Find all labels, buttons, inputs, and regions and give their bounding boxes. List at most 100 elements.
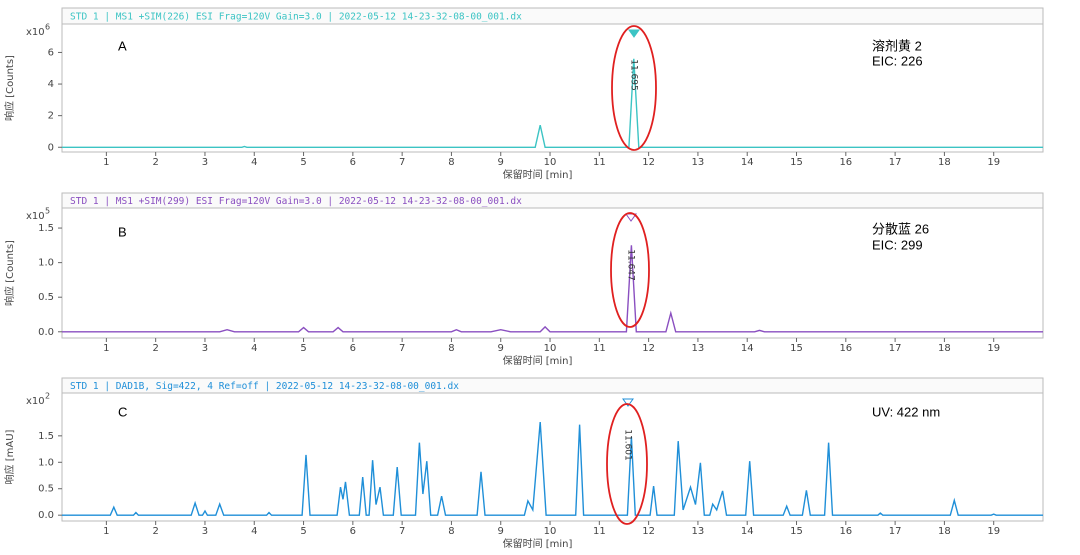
x-tick-label: 13	[692, 526, 705, 537]
y-tick-label: 1.5	[38, 431, 54, 442]
x-tick-label: 1	[103, 157, 109, 168]
x-tick-label: 3	[202, 526, 208, 537]
header-text: STD 1 | DAD1B, Sig=422, 4 Ref=off | 2022…	[70, 381, 459, 392]
annotation: EIC: 299	[872, 237, 923, 252]
x-tick-label: 17	[889, 343, 902, 354]
x-tick-label: 18	[938, 526, 951, 537]
x-tick-label: 16	[839, 157, 852, 168]
x-tick-label: 1	[103, 526, 109, 537]
y-scale-label: x10	[26, 211, 45, 222]
x-tick-label: 13	[692, 343, 705, 354]
y-tick-label: 1.0	[38, 457, 54, 468]
trace	[62, 422, 1043, 516]
x-tick-label: 14	[741, 526, 754, 537]
y-tick-label: 4	[48, 79, 54, 90]
x-tick-label: 16	[839, 526, 852, 537]
header-text: STD 1 | MS1 +SIM(226) ESI Frag=120V Gain…	[70, 12, 522, 23]
y-tick-label: 6	[48, 47, 54, 58]
annotation: 溶剂黄 2	[872, 38, 922, 53]
peak-marker	[628, 29, 640, 38]
peak-label: 11.647	[626, 249, 636, 281]
x-tick-label: 17	[889, 157, 902, 168]
y-tick-label: 0	[48, 142, 54, 153]
x-tick-label: 11	[593, 526, 606, 537]
x-tick-label: 7	[399, 157, 405, 168]
x-axis-label: 保留时间 [min]	[503, 537, 573, 550]
y-axis-label: 响应 [Counts]	[3, 55, 16, 121]
peak-label: 11.601	[623, 429, 633, 461]
header-text: STD 1 | MS1 +SIM(299) ESI Frag=120V Gain…	[70, 196, 522, 207]
x-tick-label: 10	[544, 157, 557, 168]
x-tick-label: 18	[938, 343, 951, 354]
plot-frame	[61, 392, 1044, 522]
x-tick-label: 2	[152, 343, 158, 354]
x-tick-label: 6	[350, 343, 356, 354]
y-axis-label: 响应 [mAU]	[3, 429, 16, 484]
x-tick-label: 4	[251, 157, 257, 168]
y-scale-power: 6	[45, 23, 50, 32]
y-scale-label: x10	[26, 27, 45, 38]
x-tick-label: 11	[593, 343, 606, 354]
highlight-ellipse	[611, 25, 657, 151]
x-tick-label: 12	[642, 343, 655, 354]
x-tick-label: 1	[103, 343, 109, 354]
x-tick-label: 7	[399, 526, 405, 537]
y-tick-label: 1.0	[38, 258, 54, 269]
x-tick-label: 14	[741, 343, 754, 354]
x-tick-label: 13	[692, 157, 705, 168]
x-tick-label: 9	[498, 526, 504, 537]
x-tick-label: 8	[448, 526, 454, 537]
x-tick-label: 18	[938, 157, 951, 168]
x-tick-label: 4	[251, 526, 257, 537]
x-tick-label: 14	[741, 157, 754, 168]
x-tick-label: 5	[300, 157, 306, 168]
x-tick-label: 15	[790, 526, 803, 537]
x-tick-label: 9	[498, 157, 504, 168]
peak-marker	[622, 398, 634, 407]
x-tick-label: 12	[642, 157, 655, 168]
peak-marker	[625, 213, 637, 222]
x-tick-label: 2	[152, 157, 158, 168]
highlight-ellipse	[610, 212, 650, 328]
x-tick-label: 19	[987, 157, 1000, 168]
x-tick-label: 19	[987, 526, 1000, 537]
y-tick-label: 0.5	[38, 292, 54, 303]
x-tick-label: 2	[152, 526, 158, 537]
x-tick-label: 10	[544, 343, 557, 354]
y-scale-power: 5	[45, 207, 50, 216]
x-tick-label: 7	[399, 343, 405, 354]
x-tick-label: 6	[350, 526, 356, 537]
y-axis-label: 响应 [Counts]	[3, 240, 16, 306]
x-tick-label: 12	[642, 526, 655, 537]
x-tick-label: 19	[987, 343, 1000, 354]
annotation: 分散蓝 26	[872, 221, 929, 236]
x-tick-label: 16	[839, 343, 852, 354]
peak-label: 11.695	[629, 59, 639, 91]
y-tick-label: 0.0	[38, 510, 54, 521]
x-tick-label: 8	[448, 343, 454, 354]
y-scale-label: x10	[26, 396, 45, 407]
x-axis-label: 保留时间 [min]	[503, 354, 573, 367]
x-tick-label: 15	[790, 343, 803, 354]
x-tick-label: 5	[300, 343, 306, 354]
y-scale-power: 2	[45, 392, 50, 401]
plot-frame	[61, 23, 1044, 153]
x-tick-label: 6	[350, 157, 356, 168]
y-tick-label: 1.5	[38, 223, 54, 234]
x-tick-label: 11	[593, 157, 606, 168]
x-tick-label: 3	[202, 343, 208, 354]
x-tick-label: 3	[202, 157, 208, 168]
annotation: EIC: 226	[872, 53, 923, 68]
plot-frame	[61, 207, 1044, 339]
x-tick-label: 17	[889, 526, 902, 537]
annotation: A	[118, 38, 127, 53]
x-tick-label: 8	[448, 157, 454, 168]
x-axis-label: 保留时间 [min]	[503, 168, 573, 181]
highlight-ellipse	[606, 403, 648, 525]
x-tick-label: 4	[251, 343, 257, 354]
x-tick-label: 15	[790, 157, 803, 168]
x-tick-label: 5	[300, 526, 306, 537]
trace	[62, 58, 1043, 148]
x-tick-label: 10	[544, 526, 557, 537]
